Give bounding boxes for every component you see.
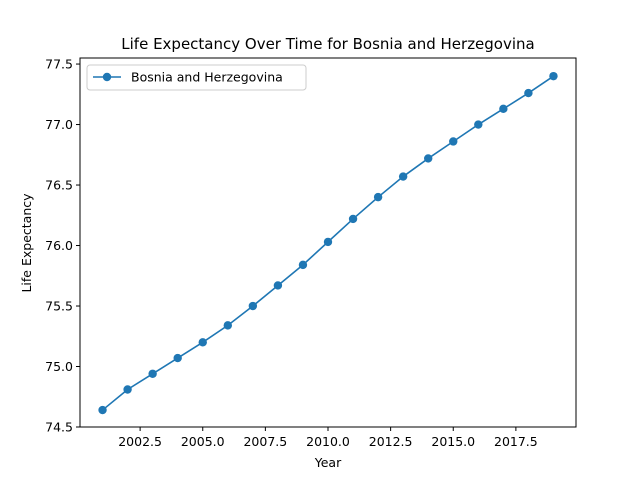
- y-tick-label: 75.0: [45, 359, 73, 374]
- x-tick-label: 2007.5: [243, 434, 287, 449]
- data-point: [323, 237, 333, 247]
- x-axis-label: Year: [314, 455, 342, 470]
- legend-label: Bosnia and Herzegovina: [131, 70, 283, 85]
- data-point: [524, 88, 533, 98]
- y-axis-label: Life Expectancy: [19, 193, 34, 293]
- x-tick-label: 2017.5: [494, 434, 538, 449]
- data-point: [373, 192, 383, 202]
- data-point: [424, 154, 433, 163]
- y-tick-label: 76.0: [45, 238, 73, 253]
- data-point: [173, 353, 182, 363]
- data-point: [398, 172, 408, 181]
- plot-area: 2002.5 2005.0 2007.5 2010.0 2012.5 2015.0 2017…: [45, 57, 577, 449]
- data-point: [499, 104, 508, 114]
- data-point: [123, 385, 132, 394]
- data-point: [474, 120, 483, 129]
- data-point: [198, 338, 207, 347]
- x-tick-label: 2012.5: [369, 434, 413, 449]
- data-point: [98, 405, 107, 415]
- legend-marker: [102, 72, 112, 82]
- data-point: [273, 281, 283, 290]
- y-tick-label: 74.5: [45, 420, 73, 435]
- data-point: [449, 137, 458, 146]
- y-tick-label: 77.0: [45, 117, 73, 132]
- data-point: [298, 260, 308, 270]
- data-point: [223, 321, 232, 330]
- data-point: [148, 369, 157, 378]
- data-point: [348, 214, 358, 224]
- x-tick-label: 2005.0: [181, 434, 225, 449]
- data-point: [549, 71, 558, 81]
- x-tick-label: 2015.0: [431, 434, 475, 449]
- x-tick-label: 2010.0: [306, 434, 350, 449]
- y-tick-label: 77.5: [45, 57, 73, 72]
- data-point: [248, 301, 258, 311]
- legend-box: [86, 64, 307, 91]
- y-tick-label: 76.5: [45, 178, 73, 193]
- x-tick-label: 2002.5: [118, 434, 162, 449]
- y-tick-label: 75.5: [45, 299, 73, 314]
- chart-title: Life Expectancy Over Time for Bosnia and…: [121, 35, 534, 53]
